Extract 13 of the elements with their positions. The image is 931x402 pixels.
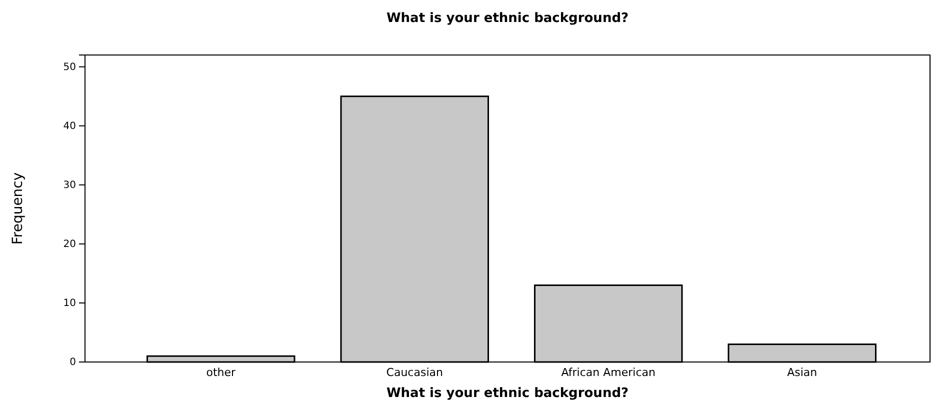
- y-tick-label: 40: [63, 121, 76, 132]
- y-tick-label: 20: [63, 239, 76, 250]
- chart-title: What is your ethnic background?: [386, 11, 629, 26]
- x-tick-label: other: [206, 366, 236, 379]
- x-tick-label: African American: [561, 366, 656, 379]
- y-axis-title: Frequency: [10, 172, 26, 245]
- y-tick-label: 10: [63, 298, 76, 310]
- x-tick-label: Asian: [787, 366, 818, 379]
- y-tick-label: 0: [70, 357, 76, 368]
- x-tick-label: Caucasian: [386, 366, 443, 379]
- y-tick-label: 50: [63, 62, 76, 74]
- y-tick-label: 30: [63, 180, 76, 192]
- x-axis-title: What is your ethnic background?: [386, 386, 629, 401]
